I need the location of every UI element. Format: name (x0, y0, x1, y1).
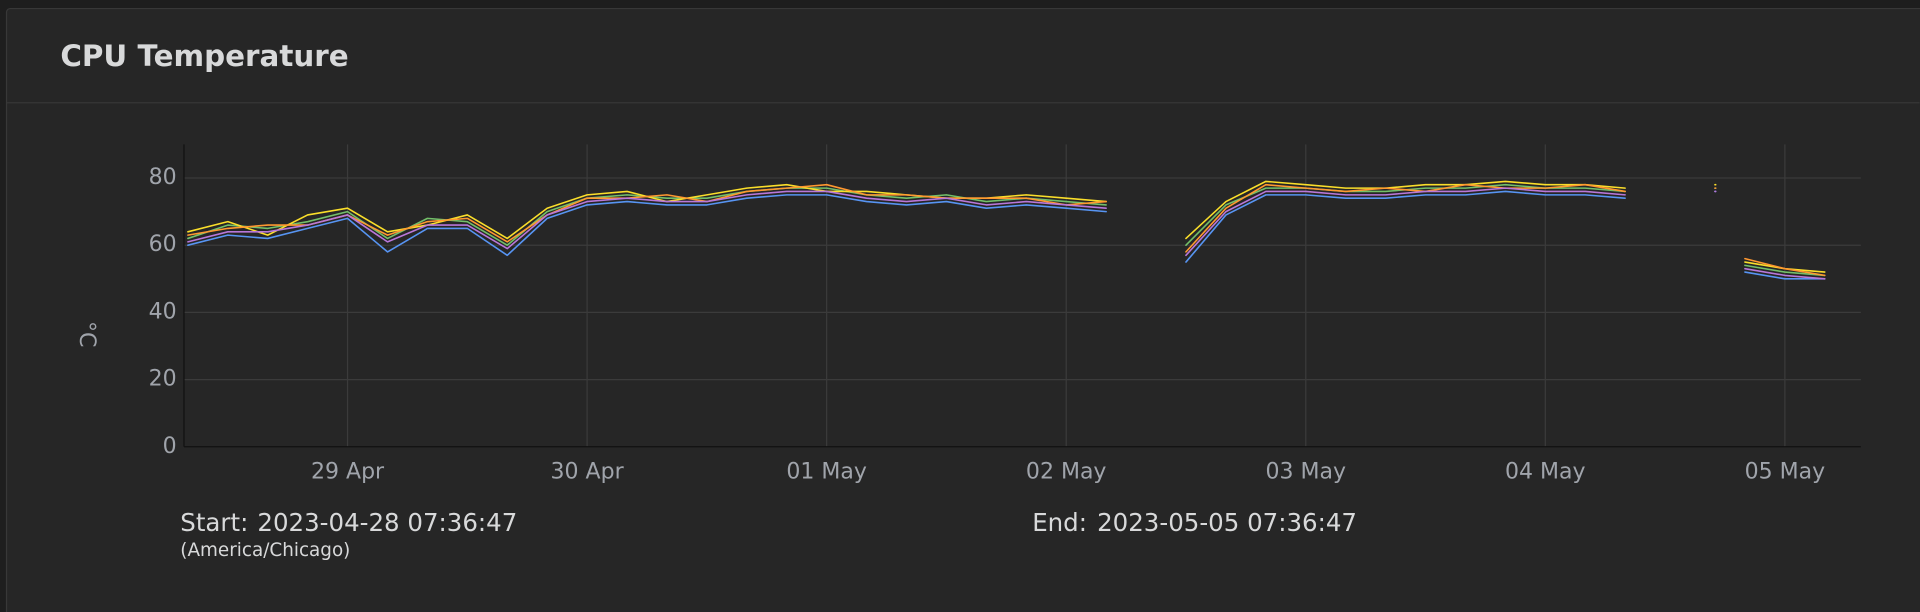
y-tick-label: 40 (149, 299, 177, 324)
panel-title: CPU Temperature (60, 39, 348, 73)
series-line (187, 187, 1826, 280)
x-tick-label: 03 May (1266, 459, 1347, 484)
x-tick-label: 04 May (1505, 459, 1586, 484)
panel-bg (5, 7, 1920, 612)
timezone: (America/Chicago) (180, 540, 350, 561)
x-tick-label: 01 May (786, 459, 867, 484)
end-time: 2023-05-05 07:36:47 (1097, 508, 1357, 537)
start-time: 2023-04-28 07:36:47 (257, 508, 517, 537)
y-tick-label: 0 (163, 434, 177, 459)
plot: 0 20 40 60 80 29 Apr 30 Apr 01 May 02 May 03 May 0… (149, 144, 1861, 484)
x-tick-label: 30 Apr (551, 459, 625, 484)
x-tick-label: 29 Apr (311, 459, 385, 484)
series-line (187, 183, 1826, 277)
y-tick-label: 60 (149, 232, 177, 257)
series-line (187, 190, 1826, 280)
x-tick-label: 05 May (1745, 459, 1826, 484)
y-tick-label: 20 (149, 367, 177, 392)
start-label: Start: (180, 508, 248, 537)
x-tick-label: 02 May (1026, 459, 1107, 484)
y-tick-label: 80 (149, 165, 177, 190)
end-label: End: (1032, 508, 1087, 537)
y-axis-label: °C (74, 321, 99, 347)
